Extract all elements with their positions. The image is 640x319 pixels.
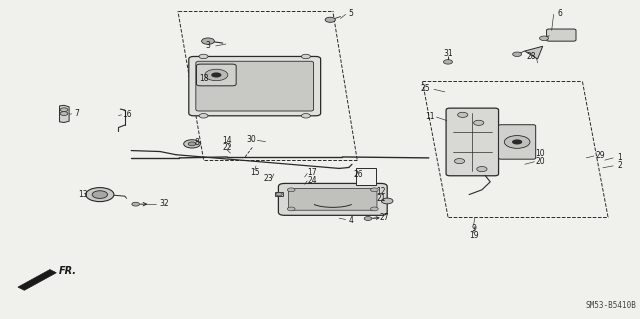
Circle shape bbox=[301, 54, 310, 59]
Circle shape bbox=[325, 17, 335, 22]
Circle shape bbox=[454, 159, 465, 164]
Text: SM53-B5410B: SM53-B5410B bbox=[586, 301, 637, 310]
Circle shape bbox=[202, 38, 214, 44]
Text: 23: 23 bbox=[264, 174, 274, 183]
Circle shape bbox=[301, 114, 310, 118]
Text: 2: 2 bbox=[617, 161, 622, 170]
FancyBboxPatch shape bbox=[446, 108, 499, 176]
Circle shape bbox=[199, 54, 208, 59]
Text: 31: 31 bbox=[443, 49, 453, 58]
Text: 20: 20 bbox=[535, 157, 545, 166]
Text: 12: 12 bbox=[376, 187, 385, 196]
Circle shape bbox=[504, 136, 530, 148]
Text: 19: 19 bbox=[468, 231, 479, 240]
Circle shape bbox=[540, 36, 548, 41]
Text: 14: 14 bbox=[222, 136, 232, 145]
Text: 26: 26 bbox=[353, 170, 364, 179]
FancyBboxPatch shape bbox=[547, 29, 576, 41]
Circle shape bbox=[512, 139, 522, 145]
Text: 29: 29 bbox=[595, 151, 605, 160]
Bar bbox=[356, 168, 376, 185]
Text: 7: 7 bbox=[74, 109, 79, 118]
Text: 21: 21 bbox=[376, 194, 385, 203]
Circle shape bbox=[92, 191, 108, 198]
Text: 4: 4 bbox=[348, 216, 353, 225]
Circle shape bbox=[276, 193, 282, 196]
FancyBboxPatch shape bbox=[189, 56, 321, 116]
Text: 6: 6 bbox=[557, 9, 563, 18]
Text: 22: 22 bbox=[223, 143, 232, 152]
Polygon shape bbox=[18, 270, 56, 290]
Text: 25: 25 bbox=[420, 84, 431, 93]
Text: 17: 17 bbox=[307, 168, 317, 177]
FancyBboxPatch shape bbox=[278, 183, 387, 215]
FancyBboxPatch shape bbox=[499, 125, 536, 159]
Text: 15: 15 bbox=[250, 168, 260, 177]
Circle shape bbox=[188, 142, 196, 146]
Circle shape bbox=[371, 207, 378, 211]
Text: 1: 1 bbox=[617, 153, 622, 162]
Text: 13: 13 bbox=[78, 190, 88, 199]
Text: 28: 28 bbox=[527, 52, 536, 61]
Text: 24: 24 bbox=[307, 176, 317, 185]
Circle shape bbox=[474, 120, 484, 125]
Polygon shape bbox=[525, 46, 543, 59]
Text: 16: 16 bbox=[122, 110, 132, 119]
Circle shape bbox=[371, 188, 378, 192]
Text: 32: 32 bbox=[159, 199, 170, 208]
FancyBboxPatch shape bbox=[196, 64, 236, 86]
Text: 27: 27 bbox=[379, 213, 389, 222]
Text: 30: 30 bbox=[246, 135, 257, 144]
Text: 8: 8 bbox=[195, 138, 200, 147]
Circle shape bbox=[132, 202, 140, 206]
Circle shape bbox=[444, 60, 452, 64]
Polygon shape bbox=[275, 192, 283, 196]
Circle shape bbox=[199, 114, 208, 118]
Text: 10: 10 bbox=[535, 149, 545, 158]
Text: 9: 9 bbox=[471, 224, 476, 233]
Circle shape bbox=[60, 112, 68, 115]
Text: 3: 3 bbox=[205, 41, 211, 50]
Circle shape bbox=[184, 140, 200, 148]
Circle shape bbox=[86, 188, 114, 202]
Circle shape bbox=[513, 52, 522, 56]
FancyBboxPatch shape bbox=[289, 189, 377, 210]
Text: 18: 18 bbox=[199, 74, 208, 83]
Text: 11: 11 bbox=[426, 112, 435, 121]
Circle shape bbox=[364, 217, 372, 220]
Circle shape bbox=[477, 167, 487, 172]
Circle shape bbox=[205, 69, 228, 81]
Circle shape bbox=[381, 198, 393, 204]
Circle shape bbox=[287, 207, 295, 211]
Circle shape bbox=[458, 112, 468, 117]
FancyBboxPatch shape bbox=[196, 61, 314, 111]
Circle shape bbox=[211, 72, 221, 78]
Circle shape bbox=[287, 188, 295, 192]
Circle shape bbox=[60, 108, 68, 112]
Text: FR.: FR. bbox=[59, 265, 77, 276]
Text: 5: 5 bbox=[348, 9, 353, 18]
Polygon shape bbox=[60, 105, 69, 122]
